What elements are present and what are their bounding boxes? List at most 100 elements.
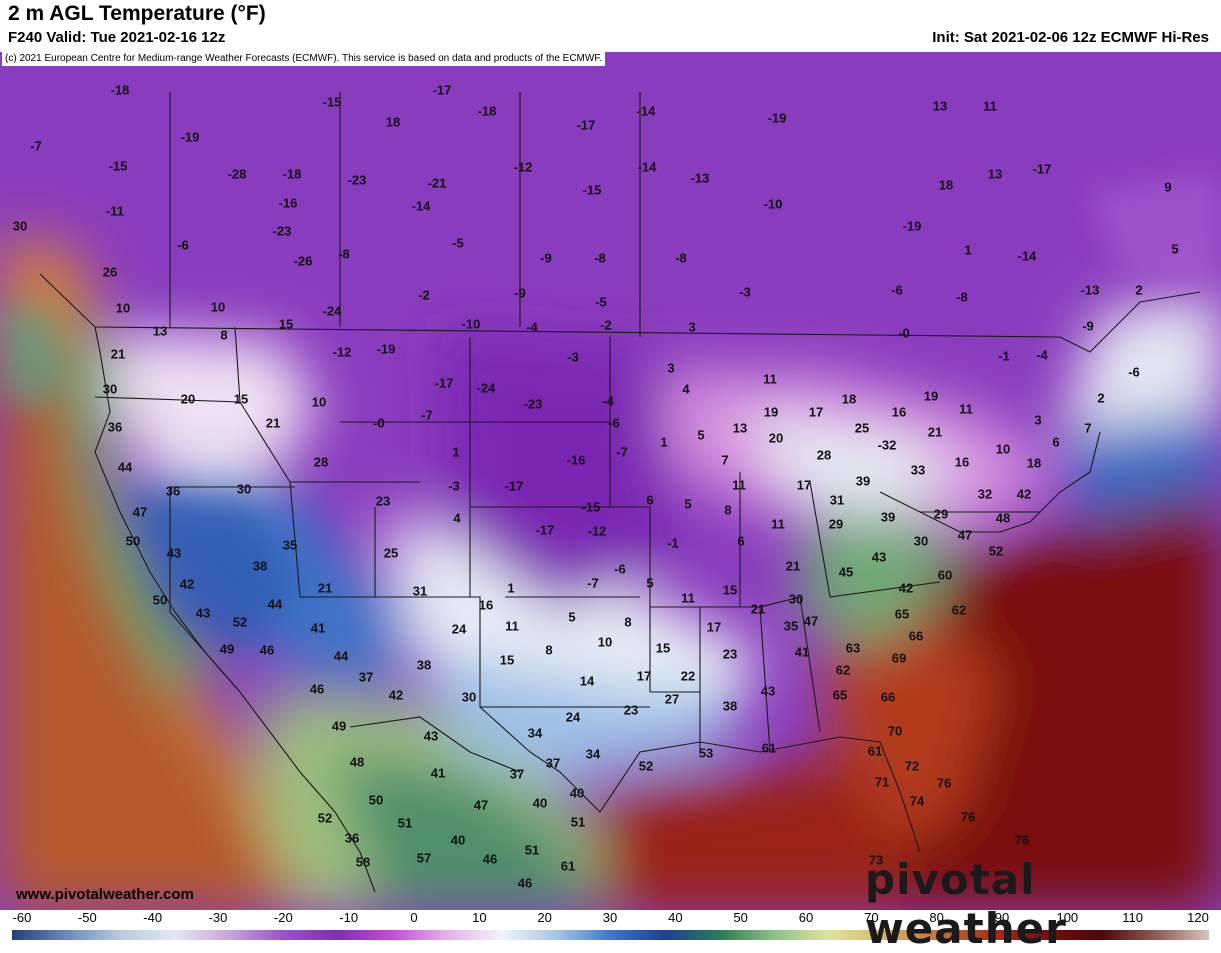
temperature-label: -19 bbox=[376, 341, 396, 357]
temperature-label: 72 bbox=[904, 758, 920, 774]
temperature-label: 1 bbox=[507, 580, 515, 596]
temperature-label: 15 bbox=[722, 582, 738, 598]
temperature-label: 9 bbox=[1164, 179, 1172, 195]
legend-ticks: -60 -50 -40 -30 -20 -10 0 10 20 30 40 50 60 70 80 90 100… bbox=[0, 910, 1221, 928]
legend-tick-label: 70 bbox=[864, 910, 879, 925]
temperature-label: 47 bbox=[132, 504, 148, 520]
temperature-label: -18 bbox=[282, 166, 302, 182]
temperature-label: -15 bbox=[582, 182, 602, 198]
temperature-label: 10 bbox=[210, 299, 226, 315]
temperature-label: 46 bbox=[517, 875, 533, 891]
temperature-label: 1 bbox=[964, 242, 972, 258]
temperature-label: -1 bbox=[667, 535, 679, 551]
temperature-label: 22 bbox=[680, 668, 696, 684]
temperature-label: 51 bbox=[570, 814, 586, 830]
temperature-label: 46 bbox=[259, 642, 275, 658]
legend-tick-label: -20 bbox=[273, 910, 293, 925]
temperature-label: 51 bbox=[524, 842, 540, 858]
temperature-label: 19 bbox=[923, 388, 939, 404]
temperature-label: 43 bbox=[423, 728, 439, 744]
temperature-label: 42 bbox=[1016, 486, 1032, 502]
website-link[interactable]: www.pivotalweather.com bbox=[16, 886, 194, 903]
temperature-label: -9 bbox=[514, 285, 526, 301]
temperature-label: -9 bbox=[1082, 318, 1094, 334]
temperature-label: 3 bbox=[688, 319, 696, 335]
temperature-label: -17 bbox=[434, 375, 454, 391]
temperature-label: 20 bbox=[180, 391, 196, 407]
temperature-label: 18 bbox=[841, 391, 857, 407]
temperature-label: -12 bbox=[587, 523, 607, 539]
temperature-label: -17 bbox=[535, 522, 555, 538]
temperature-label: 20 bbox=[768, 430, 784, 446]
temperature-label: 6 bbox=[1052, 434, 1060, 450]
temperature-label: 60 bbox=[937, 567, 953, 583]
temperature-label: -1 bbox=[998, 348, 1010, 364]
temperature-label: 52 bbox=[988, 543, 1004, 559]
temperature-label: 62 bbox=[951, 602, 967, 618]
temperature-label: 11 bbox=[505, 618, 519, 634]
temperature-label: 43 bbox=[871, 549, 887, 565]
temperature-label: -12 bbox=[332, 344, 352, 360]
temperature-label: -8 bbox=[675, 250, 687, 266]
temperature-label: 24 bbox=[565, 709, 581, 725]
temperature-label: 40 bbox=[569, 785, 585, 801]
temperature-label: -15 bbox=[322, 94, 342, 110]
boundaries bbox=[39, 92, 1201, 893]
temperature-label: 3 bbox=[667, 360, 675, 376]
temperature-label: -19 bbox=[180, 129, 200, 145]
temperature-label: 27 bbox=[664, 691, 680, 707]
temperature-label: 5 bbox=[646, 575, 654, 591]
temperature-label: 15 bbox=[233, 391, 249, 407]
temperature-label: 44 bbox=[333, 648, 349, 664]
legend-tick-label: -50 bbox=[77, 910, 97, 925]
temperature-label: 32 bbox=[977, 486, 993, 502]
temperature-label: 34 bbox=[527, 725, 543, 741]
temperature-label: -4 bbox=[1036, 347, 1048, 363]
temperature-label: 21 bbox=[927, 424, 943, 440]
temperature-label: 36 bbox=[165, 483, 181, 499]
temperature-label: 49 bbox=[331, 718, 347, 734]
temperature-label: 30 bbox=[236, 481, 252, 497]
temperature-label: -7 bbox=[587, 575, 599, 591]
temperature-label: -4 bbox=[526, 319, 538, 335]
temperature-label: 43 bbox=[760, 683, 776, 699]
temperature-label: -0 bbox=[373, 415, 385, 431]
legend-tick-label: 100 bbox=[1056, 910, 1079, 925]
temperature-label: -11 bbox=[105, 203, 125, 219]
temperature-label: 65 bbox=[832, 687, 848, 703]
temperature-field bbox=[0, 52, 1221, 910]
temperature-label: 50 bbox=[152, 592, 168, 608]
temperature-label: 47 bbox=[473, 797, 489, 813]
temperature-label: 14 bbox=[579, 673, 595, 689]
temperature-label: -15 bbox=[581, 499, 601, 515]
temperature-label: 52 bbox=[317, 810, 333, 826]
valid-time: F240 Valid: Tue 2021-02-16 12z bbox=[8, 29, 226, 46]
temperature-label: 58 bbox=[355, 854, 371, 870]
temperature-label: -21 bbox=[427, 175, 447, 191]
legend-tick-label: 110 bbox=[1122, 910, 1144, 925]
temperature-label: -6 bbox=[891, 282, 903, 298]
temperature-label: -5 bbox=[452, 235, 464, 251]
temperature-label: 2 bbox=[1097, 390, 1105, 406]
temperature-label: 23 bbox=[623, 702, 639, 718]
temperature-label: 37 bbox=[358, 669, 374, 685]
temperature-label: 4 bbox=[682, 381, 690, 397]
temperature-map[interactable]: -18 -17 -15 -18 -14 -19 13 11 -7 -19 18 -17 -15 -28 -1… bbox=[0, 52, 1221, 910]
temperature-label: 15 bbox=[655, 640, 671, 656]
temperature-label: 61 bbox=[560, 858, 576, 874]
map-title: 2 m AGL Temperature (°F) bbox=[8, 2, 266, 25]
temperature-label: 76 bbox=[960, 809, 976, 825]
temperature-label: 29 bbox=[933, 506, 949, 522]
temperature-label: 41 bbox=[310, 620, 326, 636]
temperature-label: 44 bbox=[267, 596, 283, 612]
temperature-label: 40 bbox=[450, 832, 466, 848]
temperature-label: 21 bbox=[317, 580, 333, 596]
temperature-label: 63 bbox=[845, 640, 861, 656]
temperature-label: -23 bbox=[272, 223, 292, 239]
temperature-label: 8 bbox=[724, 502, 732, 518]
temperature-label: 21 bbox=[750, 601, 766, 617]
temperature-label: -18 bbox=[110, 82, 130, 98]
temperature-label: -10 bbox=[461, 316, 481, 332]
temperature-label: 43 bbox=[166, 545, 182, 561]
temperature-label: -24 bbox=[322, 303, 342, 319]
